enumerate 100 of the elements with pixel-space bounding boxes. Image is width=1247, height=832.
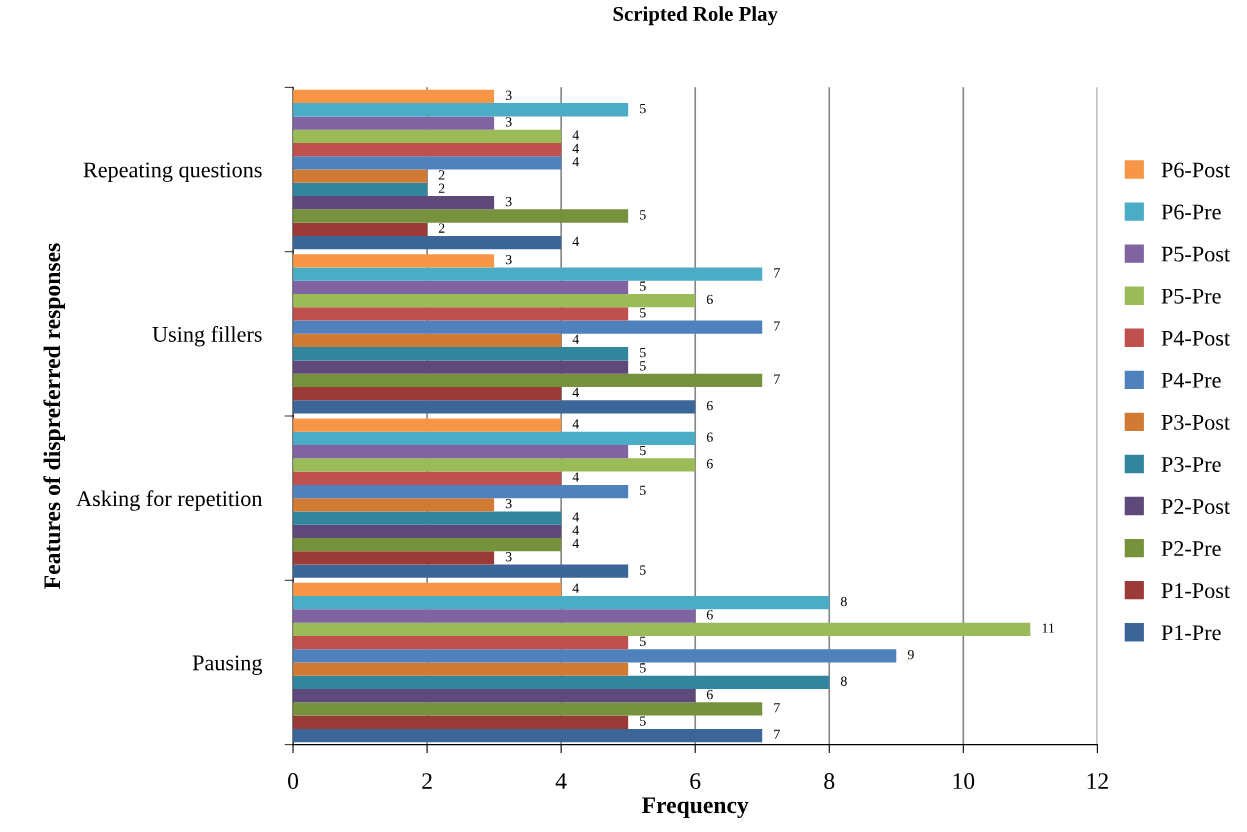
legend-label: P6-Pre <box>1161 204 1221 220</box>
bar <box>293 609 696 623</box>
data-label: 4 <box>572 472 579 482</box>
data-label: 4 <box>572 143 579 153</box>
bar <box>293 280 629 294</box>
data-label: 7 <box>774 703 780 713</box>
y-axis-title: Features of dispreferred responses <box>43 243 65 589</box>
data-label: 6 <box>706 459 713 469</box>
bar <box>293 254 495 268</box>
data-label: 4 <box>572 512 579 522</box>
data-label: 6 <box>706 689 713 700</box>
bar <box>293 458 696 472</box>
bar <box>293 293 696 308</box>
data-label: 7 <box>774 268 780 278</box>
data-label: 5 <box>640 281 646 291</box>
data-label: 6 <box>706 432 713 442</box>
bar <box>293 445 629 459</box>
x-tick-label: 8 <box>824 773 835 790</box>
bar <box>293 373 763 387</box>
bar <box>293 582 562 597</box>
legend-label: P3-Post <box>1161 414 1230 430</box>
bar <box>293 662 629 676</box>
x-tick-label: 0 <box>288 773 299 790</box>
y-tick-label: Pausing <box>192 655 263 675</box>
data-label: 4 <box>572 538 579 548</box>
data-label: 8 <box>840 596 847 607</box>
data-label: 7 <box>774 321 780 331</box>
bar <box>293 222 428 236</box>
data-label: 3 <box>505 498 512 509</box>
bar <box>293 360 629 374</box>
bar <box>293 156 562 170</box>
data-label: 4 <box>572 525 579 535</box>
bar <box>293 484 629 499</box>
bar <box>293 418 562 432</box>
data-label: 7 <box>774 729 780 739</box>
bar <box>293 386 562 401</box>
data-label: 3 <box>505 196 512 207</box>
bar <box>293 622 1031 636</box>
data-label: 4 <box>572 419 579 429</box>
bar <box>293 431 696 446</box>
data-label: 11 <box>1042 623 1054 633</box>
data-label: 3 <box>505 254 512 265</box>
data-label: 3 <box>505 90 512 100</box>
data-label: 4 <box>572 334 579 344</box>
data-label: 4 <box>572 583 579 593</box>
bar <box>293 596 830 610</box>
x-tick-label: 2 <box>422 773 432 789</box>
bar <box>293 169 428 183</box>
legend-label: P3-Pre <box>1161 456 1221 472</box>
legend-label: P5-Post <box>1161 246 1230 262</box>
chart-title: Scripted Role Play <box>613 6 778 26</box>
bar <box>293 116 495 130</box>
data-label: 4 <box>572 157 579 167</box>
data-label: 7 <box>774 374 780 384</box>
legend-label: P1-Post <box>1161 583 1230 599</box>
data-label: 3 <box>505 117 512 127</box>
data-label: 2 <box>438 183 445 193</box>
x-tick-label: 6 <box>690 773 701 790</box>
bar <box>293 511 562 525</box>
bar <box>293 551 495 565</box>
data-label: 9 <box>907 649 914 660</box>
data-label: 5 <box>640 103 646 114</box>
bar <box>293 196 495 210</box>
bar <box>293 728 763 743</box>
x-axis-title: Frequency <box>642 797 749 819</box>
bar <box>293 89 495 104</box>
bar <box>293 702 763 716</box>
bar <box>293 524 562 539</box>
bar <box>293 129 562 143</box>
data-label: 5 <box>640 445 646 456</box>
x-tick-label: 10 <box>953 773 975 790</box>
legend-label: P1-Pre <box>1161 625 1221 641</box>
data-label: 4 <box>572 130 579 140</box>
data-label: 5 <box>640 210 646 220</box>
y-tick-label: Using fillers <box>152 326 262 347</box>
data-label: 3 <box>505 552 512 562</box>
y-tick-label: Asking for repetition <box>76 490 263 511</box>
bar <box>293 675 830 690</box>
data-label: 8 <box>840 676 847 686</box>
data-label: 6 <box>706 294 713 305</box>
bar <box>293 689 696 703</box>
bar <box>293 498 495 512</box>
data-label: 5 <box>640 636 646 647</box>
legend-label: P6-Post <box>1161 162 1230 178</box>
data-label: 2 <box>438 223 445 233</box>
x-tick-label: 4 <box>555 773 567 789</box>
legend-label: P2-Pre <box>1161 541 1221 557</box>
bar <box>293 209 629 223</box>
bar <box>293 235 562 250</box>
data-label: 5 <box>640 716 646 726</box>
bar <box>293 538 562 552</box>
data-label: 5 <box>640 565 646 575</box>
bar <box>293 182 428 197</box>
data-label: 5 <box>640 348 646 358</box>
bar <box>293 635 629 650</box>
data-label: 2 <box>438 170 445 180</box>
data-label: 5 <box>640 361 646 371</box>
bar <box>293 564 629 578</box>
data-label: 5 <box>640 308 646 318</box>
y-tick-label: Repeating questions <box>83 162 262 182</box>
